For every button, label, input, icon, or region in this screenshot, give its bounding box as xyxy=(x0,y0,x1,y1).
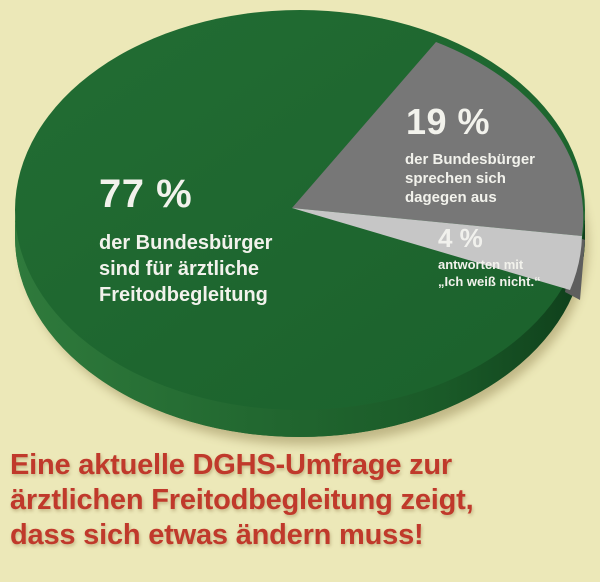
slice-19-desc-line: sprechen sich xyxy=(405,170,506,187)
slice-19-percent: 19 % xyxy=(406,101,491,142)
slice-4-percent: 4 % xyxy=(438,223,483,253)
headline-line: ärztlichen Freitodbegleitung zeigt, xyxy=(10,484,474,516)
slice-19-desc-line: der Bundesbürger xyxy=(405,151,536,168)
slice-77-description: der Bundesbürger sind für ärztliche Frei… xyxy=(99,230,272,308)
slice-77-desc-line: der Bundesbürger xyxy=(99,232,273,254)
headline-line: dass sich etwas ändern muss! xyxy=(10,519,424,551)
headline: Eine aktuelle DGHS-Umfrage zur ärztliche… xyxy=(10,448,474,553)
slice-77-desc-line: Freitodbegleitung xyxy=(99,284,268,306)
slice-19-description: der Bundesbürger sprechen sich dagegen a… xyxy=(405,150,535,207)
headline-line: Eine aktuelle DGHS-Umfrage zur xyxy=(10,449,452,481)
slice-4-light-gray xyxy=(292,208,582,290)
slice-4-desc-line: „Ich weiß nicht.“ xyxy=(438,274,541,289)
slice-77-percent: 77 % xyxy=(99,172,193,216)
slice-19-gray xyxy=(292,42,584,236)
slice-4-desc-line: antworten mit xyxy=(438,257,524,272)
slice-19-desc-line: dagegen aus xyxy=(405,189,497,206)
slice-4-description: antworten mit „Ich weiß nicht.“ xyxy=(438,256,541,290)
slice-77-desc-line: sind für ärztliche xyxy=(99,258,260,280)
